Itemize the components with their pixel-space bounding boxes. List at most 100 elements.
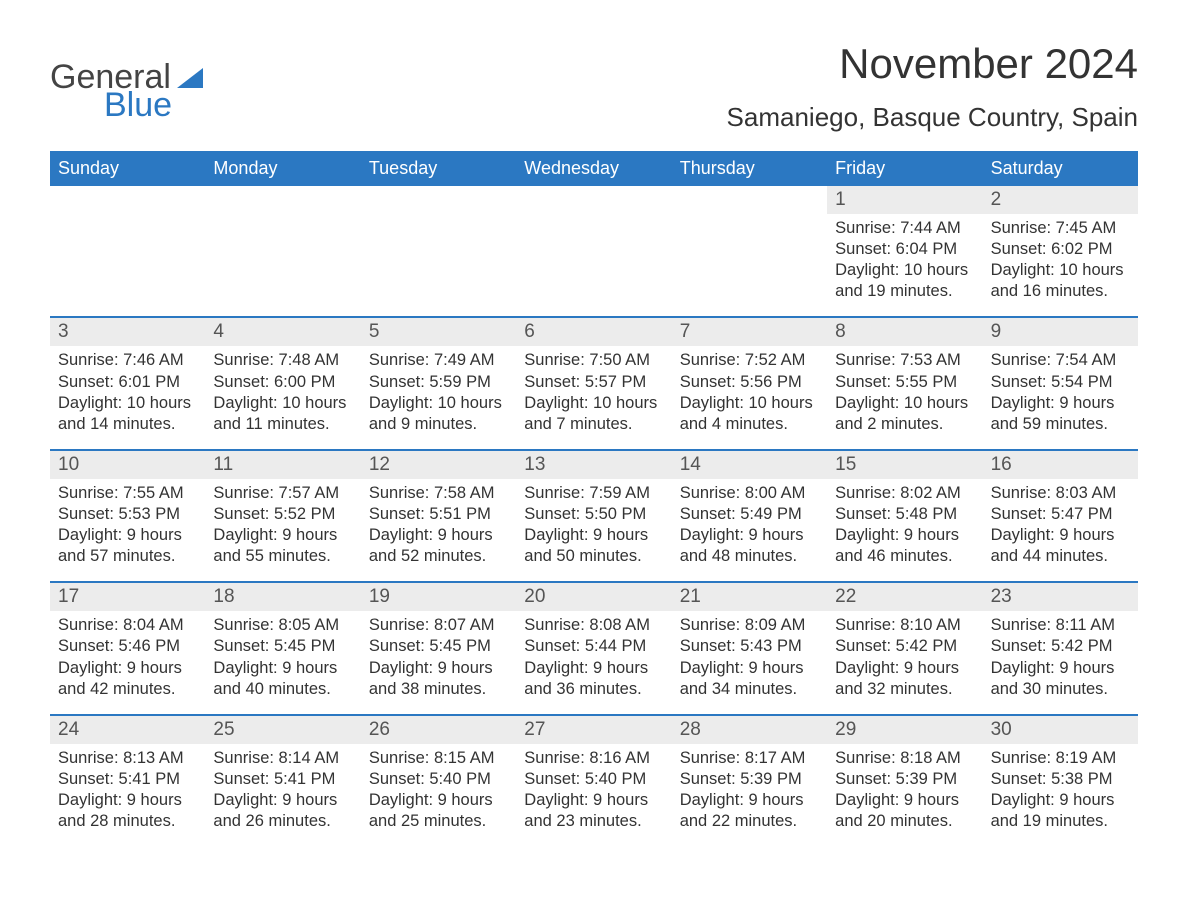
day-day1: Daylight: 10 hours (213, 393, 352, 414)
day-number: 8 (827, 318, 982, 346)
week-row: 10Sunrise: 7:55 AMSunset: 5:53 PMDayligh… (50, 449, 1138, 581)
day-day2: and 42 minutes. (58, 679, 197, 700)
day-sunrise: Sunrise: 8:08 AM (524, 615, 663, 636)
day-number: 25 (205, 716, 360, 744)
day-sunset: Sunset: 5:43 PM (680, 636, 819, 657)
day-sunrise: Sunrise: 7:50 AM (524, 350, 663, 371)
day-sunrise: Sunrise: 7:57 AM (213, 483, 352, 504)
day-sunset: Sunset: 5:47 PM (991, 504, 1130, 525)
day-details: Sunrise: 8:18 AMSunset: 5:39 PMDaylight:… (827, 744, 982, 832)
day-day2: and 28 minutes. (58, 811, 197, 832)
week-row: 1Sunrise: 7:44 AMSunset: 6:04 PMDaylight… (50, 186, 1138, 316)
day-number: 22 (827, 583, 982, 611)
day-sunrise: Sunrise: 7:45 AM (991, 218, 1130, 239)
day-number: 2 (983, 186, 1138, 214)
day-sunset: Sunset: 6:00 PM (213, 372, 352, 393)
calendar-cell: 12Sunrise: 7:58 AMSunset: 5:51 PMDayligh… (361, 451, 516, 581)
day-details: Sunrise: 7:44 AMSunset: 6:04 PMDaylight:… (827, 214, 982, 302)
day-sunrise: Sunrise: 8:11 AM (991, 615, 1130, 636)
day-sunrise: Sunrise: 7:44 AM (835, 218, 974, 239)
day-number: 4 (205, 318, 360, 346)
calendar-cell (50, 186, 205, 316)
calendar-cell: 19Sunrise: 8:07 AMSunset: 5:45 PMDayligh… (361, 583, 516, 713)
day-day1: Daylight: 9 hours (835, 525, 974, 546)
calendar-cell: 10Sunrise: 7:55 AMSunset: 5:53 PMDayligh… (50, 451, 205, 581)
day-day2: and 36 minutes. (524, 679, 663, 700)
day-day2: and 4 minutes. (680, 414, 819, 435)
day-day1: Daylight: 10 hours (369, 393, 508, 414)
day-sunrise: Sunrise: 8:18 AM (835, 748, 974, 769)
day-day2: and 34 minutes. (680, 679, 819, 700)
day-day1: Daylight: 9 hours (991, 393, 1130, 414)
calendar-cell: 20Sunrise: 8:08 AMSunset: 5:44 PMDayligh… (516, 583, 671, 713)
day-number: 21 (672, 583, 827, 611)
day-number: 30 (983, 716, 1138, 744)
calendar-cell: 7Sunrise: 7:52 AMSunset: 5:56 PMDaylight… (672, 318, 827, 448)
day-sunset: Sunset: 5:55 PM (835, 372, 974, 393)
week-row: 24Sunrise: 8:13 AMSunset: 5:41 PMDayligh… (50, 714, 1138, 846)
day-number: 11 (205, 451, 360, 479)
calendar-cell: 14Sunrise: 8:00 AMSunset: 5:49 PMDayligh… (672, 451, 827, 581)
day-day1: Daylight: 9 hours (680, 658, 819, 679)
calendar: SundayMondayTuesdayWednesdayThursdayFrid… (50, 151, 1138, 846)
day-details: Sunrise: 8:04 AMSunset: 5:46 PMDaylight:… (50, 611, 205, 699)
day-number: 23 (983, 583, 1138, 611)
day-sunset: Sunset: 5:41 PM (213, 769, 352, 790)
day-sunset: Sunset: 5:41 PM (58, 769, 197, 790)
day-details: Sunrise: 8:09 AMSunset: 5:43 PMDaylight:… (672, 611, 827, 699)
calendar-cell: 23Sunrise: 8:11 AMSunset: 5:42 PMDayligh… (983, 583, 1138, 713)
calendar-cell (672, 186, 827, 316)
day-day1: Daylight: 9 hours (835, 790, 974, 811)
day-day2: and 48 minutes. (680, 546, 819, 567)
day-details: Sunrise: 7:50 AMSunset: 5:57 PMDaylight:… (516, 346, 671, 434)
day-day1: Daylight: 9 hours (991, 525, 1130, 546)
day-sunset: Sunset: 6:01 PM (58, 372, 197, 393)
calendar-cell (516, 186, 671, 316)
day-details: Sunrise: 8:14 AMSunset: 5:41 PMDaylight:… (205, 744, 360, 832)
day-sunrise: Sunrise: 7:59 AM (524, 483, 663, 504)
calendar-cell (205, 186, 360, 316)
calendar-cell: 9Sunrise: 7:54 AMSunset: 5:54 PMDaylight… (983, 318, 1138, 448)
day-day2: and 25 minutes. (369, 811, 508, 832)
weekday-header: Friday (827, 151, 982, 186)
day-day1: Daylight: 9 hours (991, 790, 1130, 811)
week-row: 3Sunrise: 7:46 AMSunset: 6:01 PMDaylight… (50, 316, 1138, 448)
day-day1: Daylight: 9 hours (369, 658, 508, 679)
day-details: Sunrise: 7:49 AMSunset: 5:59 PMDaylight:… (361, 346, 516, 434)
day-sunset: Sunset: 5:40 PM (524, 769, 663, 790)
day-number: 16 (983, 451, 1138, 479)
day-number: 26 (361, 716, 516, 744)
day-number: 12 (361, 451, 516, 479)
day-sunrise: Sunrise: 7:55 AM (58, 483, 197, 504)
day-day1: Daylight: 10 hours (58, 393, 197, 414)
day-day1: Daylight: 9 hours (524, 658, 663, 679)
day-sunset: Sunset: 5:42 PM (835, 636, 974, 657)
calendar-cell: 3Sunrise: 7:46 AMSunset: 6:01 PMDaylight… (50, 318, 205, 448)
day-number: 15 (827, 451, 982, 479)
day-details: Sunrise: 7:58 AMSunset: 5:51 PMDaylight:… (361, 479, 516, 567)
day-sunset: Sunset: 5:56 PM (680, 372, 819, 393)
day-details: Sunrise: 7:57 AMSunset: 5:52 PMDaylight:… (205, 479, 360, 567)
day-day2: and 2 minutes. (835, 414, 974, 435)
day-day1: Daylight: 9 hours (835, 658, 974, 679)
day-number: 17 (50, 583, 205, 611)
day-day1: Daylight: 9 hours (58, 790, 197, 811)
day-details: Sunrise: 8:05 AMSunset: 5:45 PMDaylight:… (205, 611, 360, 699)
day-sunrise: Sunrise: 8:00 AM (680, 483, 819, 504)
day-sunset: Sunset: 5:42 PM (991, 636, 1130, 657)
day-day2: and 26 minutes. (213, 811, 352, 832)
day-sunset: Sunset: 5:44 PM (524, 636, 663, 657)
day-day2: and 16 minutes. (991, 281, 1130, 302)
calendar-cell: 21Sunrise: 8:09 AMSunset: 5:43 PMDayligh… (672, 583, 827, 713)
day-day2: and 32 minutes. (835, 679, 974, 700)
day-number: 3 (50, 318, 205, 346)
day-details: Sunrise: 8:16 AMSunset: 5:40 PMDaylight:… (516, 744, 671, 832)
calendar-cell: 1Sunrise: 7:44 AMSunset: 6:04 PMDaylight… (827, 186, 982, 316)
day-number: 7 (672, 318, 827, 346)
day-sunrise: Sunrise: 8:13 AM (58, 748, 197, 769)
day-sunset: Sunset: 5:40 PM (369, 769, 508, 790)
day-number: 28 (672, 716, 827, 744)
day-details: Sunrise: 8:10 AMSunset: 5:42 PMDaylight:… (827, 611, 982, 699)
day-number: 14 (672, 451, 827, 479)
day-details: Sunrise: 8:17 AMSunset: 5:39 PMDaylight:… (672, 744, 827, 832)
